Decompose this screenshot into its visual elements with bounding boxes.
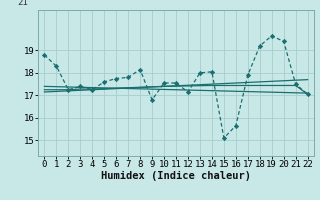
Text: 21: 21: [18, 0, 28, 7]
X-axis label: Humidex (Indice chaleur): Humidex (Indice chaleur): [101, 171, 251, 181]
